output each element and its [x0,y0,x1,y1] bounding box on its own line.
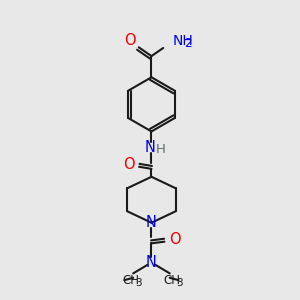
Text: N: N [146,215,157,230]
Text: 3: 3 [176,278,183,288]
Text: 2: 2 [184,37,191,50]
Text: H: H [156,143,166,157]
Text: CH: CH [122,274,140,286]
Text: O: O [123,157,134,172]
Text: N: N [145,140,155,155]
Text: CH: CH [164,274,181,286]
Text: NH: NH [172,34,193,48]
Text: O: O [124,33,136,48]
Text: 3: 3 [135,278,142,288]
Text: N: N [146,255,157,270]
Text: O: O [169,232,181,247]
